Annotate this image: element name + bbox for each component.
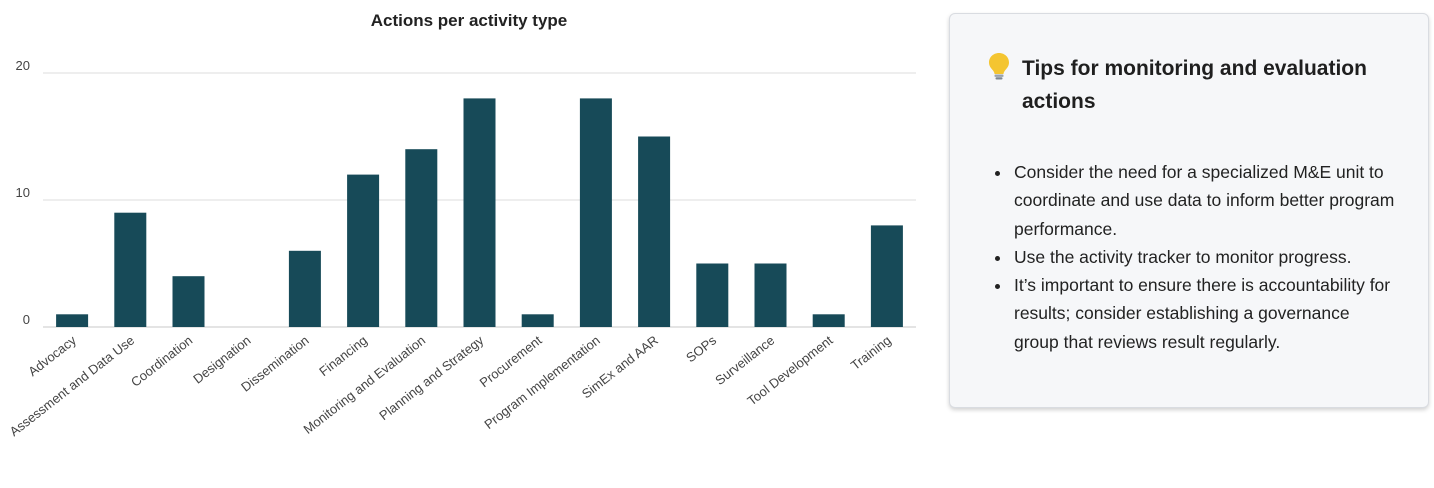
y-tick-label: 20 xyxy=(16,58,30,73)
bar xyxy=(405,149,438,327)
chart-title: Actions per activity type xyxy=(371,11,568,30)
tips-list: Consider the need for a specialized M&E … xyxy=(988,158,1398,356)
bar xyxy=(521,314,554,327)
bar xyxy=(870,225,903,327)
tip-item: It’s important to ensure there is accoun… xyxy=(1012,271,1398,356)
bar xyxy=(172,276,205,327)
tip-item: Use the activity tracker to monitor prog… xyxy=(1012,243,1398,271)
bar xyxy=(754,263,787,327)
y-axis-ticks: 0 10 20 xyxy=(16,58,30,327)
bar xyxy=(56,314,89,327)
bar xyxy=(696,263,729,327)
bars xyxy=(56,98,903,328)
x-tick-label: Financing xyxy=(316,333,370,380)
bar xyxy=(288,250,321,327)
x-tick-label: Training xyxy=(848,333,894,373)
bar xyxy=(812,314,845,327)
y-tick-label: 0 xyxy=(23,312,30,327)
tips-title: Tips for monitoring and evaluation actio… xyxy=(1022,57,1367,113)
x-tick-label: Program Implementation xyxy=(481,333,602,432)
y-tick-label: 10 xyxy=(16,185,30,200)
bar-chart: Actions per activity type 0 10 20 Advocacy… xyxy=(7,11,916,439)
bar xyxy=(638,136,671,327)
bar xyxy=(347,174,380,327)
x-tick-label: Planning and Strategy xyxy=(376,332,486,423)
tip-item: Consider the need for a specialized M&E … xyxy=(1012,158,1398,243)
x-tick-label: Coordination xyxy=(128,333,195,390)
x-tick-label: SOPs xyxy=(683,332,719,365)
lightbulb-icon xyxy=(989,53,1009,80)
bar xyxy=(579,98,612,328)
chart-canvas: Actions per activity type 0 10 20 Advocacy… xyxy=(7,11,916,439)
tips-card: Tips for monitoring and evaluation actio… xyxy=(949,13,1429,408)
bar xyxy=(463,98,496,328)
x-tick-label: Advocacy xyxy=(25,332,79,379)
bar xyxy=(114,212,147,327)
tips-header: Tips for monitoring and evaluation actio… xyxy=(988,52,1398,118)
